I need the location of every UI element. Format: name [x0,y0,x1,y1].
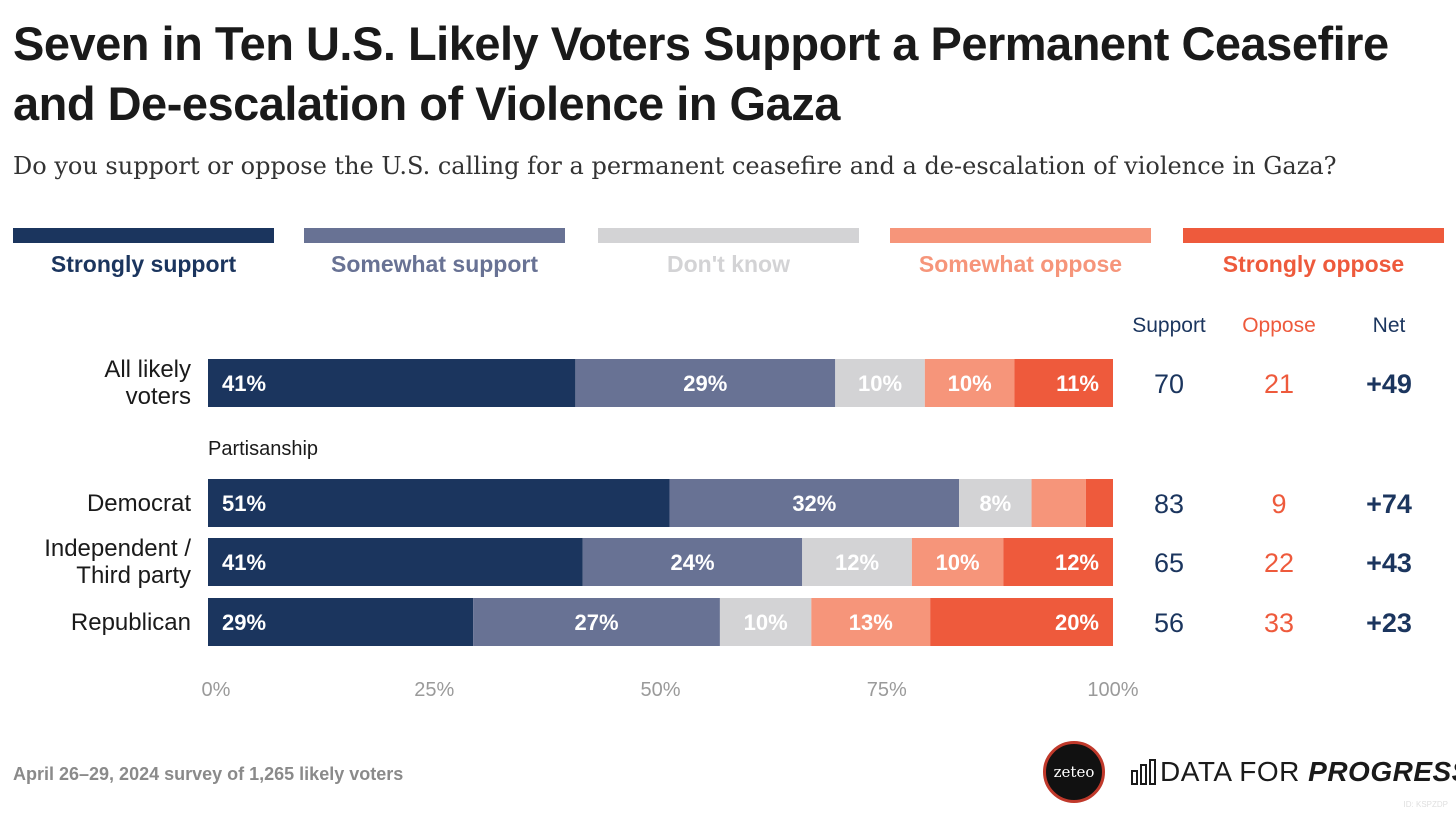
column-header-support: Support [1132,314,1206,337]
bar-segment [669,479,960,527]
chart-subtitle: Do you support or oppose the U.S. callin… [13,152,1337,180]
legend-label: Somewhat oppose [918,251,1123,277]
bar-segment [802,538,912,586]
data-for-progress-logo: DATA FOR PROGRESS [1130,756,1456,788]
support-value: 56 [1154,608,1184,638]
x-tick-label: 25% [414,679,454,701]
legend-item: Somewhat oppose [890,228,1151,278]
net-value: +49 [1366,369,1412,399]
bar-value-label: 13% [849,610,893,635]
bar-value-label: 12% [1055,550,1099,575]
x-tick-label: 50% [640,679,680,701]
legend-item: Don't know [598,228,859,278]
row-label: Republican [71,609,191,636]
bar-value-label: 10% [744,610,788,635]
row-label: voters [126,383,191,410]
chart-id: ID: KSPZDP [1403,800,1448,809]
oppose-value: 33 [1264,608,1294,638]
bar-value-label: 8% [979,491,1011,516]
bar-value-label: 12% [835,550,879,575]
support-value: 65 [1154,548,1184,578]
legend-swatch [890,228,1151,243]
bar-segment [911,538,1004,586]
bar-segment [811,598,931,646]
bar-segment [473,598,720,646]
bar-segment [208,479,670,527]
bar-segment [835,359,925,407]
bar-value-label: 41% [222,371,266,396]
bar-value-label: 10% [858,371,902,396]
legend-item: Strongly support [13,228,274,278]
bar-segment [1003,538,1113,586]
row-label: Independent / [44,535,191,562]
bar-segment [719,598,812,646]
bar-chart-icon [1131,759,1156,785]
support-value: 83 [1154,489,1184,519]
bar-value-label: 10% [948,371,992,396]
row-label: Democrat [87,490,191,517]
bar-segment [1014,359,1113,407]
bar-value-label: 29% [683,371,727,396]
bar-segment [959,479,1032,527]
bar-value-label: 41% [222,550,266,575]
bar-value-label: 32% [792,491,836,516]
bar-value-label: 51% [222,491,266,516]
bar-segment [208,359,576,407]
bar-value-label: 29% [222,610,266,635]
legend-label: Strongly oppose [1222,251,1405,277]
bar-segment [582,538,803,586]
bar-segment [1031,479,1086,527]
x-tick-label: 0% [202,679,231,701]
bar-segment [924,359,1015,407]
x-tick-label: 100% [1087,679,1138,701]
bar-segment [1085,479,1113,527]
row-label: All likely [104,356,191,383]
net-value: +74 [1366,489,1412,519]
legend-swatch [598,228,859,243]
net-value: +23 [1366,608,1412,638]
legend-swatch [13,228,274,243]
bar-value-label: 20% [1055,610,1099,635]
legend-item: Somewhat support [304,228,565,278]
column-header-oppose: Oppose [1242,314,1316,337]
legend-swatch [304,228,565,243]
bar-segment [208,538,583,586]
legend-label: Somewhat support [330,251,538,277]
bar-value-label: 11% [1056,371,1099,396]
bar-value-label: 27% [574,610,618,635]
survey-footnote: April 26–29, 2024 survey of 1,265 likely… [13,764,404,784]
legend-item: Strongly oppose [1183,228,1444,278]
group-label: Partisanship [208,438,318,460]
support-value: 70 [1154,369,1184,399]
zeteo-logo: zeteo [1043,741,1105,803]
bar-value-label: 24% [670,550,714,575]
legend-label: Strongly support [50,251,237,277]
column-header-net: Net [1373,314,1406,337]
oppose-value: 22 [1264,548,1294,578]
x-tick-label: 75% [867,679,907,701]
row-label: Third party [76,562,191,589]
bar-segment [575,359,836,407]
oppose-value: 21 [1264,369,1294,399]
bar-segment [930,598,1113,646]
legend-swatch [1183,228,1444,243]
bar-segment [208,598,474,646]
chart-title: Seven in Ten U.S. Likely Voters Support … [13,17,1389,130]
net-value: +43 [1366,548,1412,578]
legend-label: Don't know [666,251,790,277]
bar-value-label: 10% [936,550,980,575]
oppose-value: 9 [1271,489,1286,519]
